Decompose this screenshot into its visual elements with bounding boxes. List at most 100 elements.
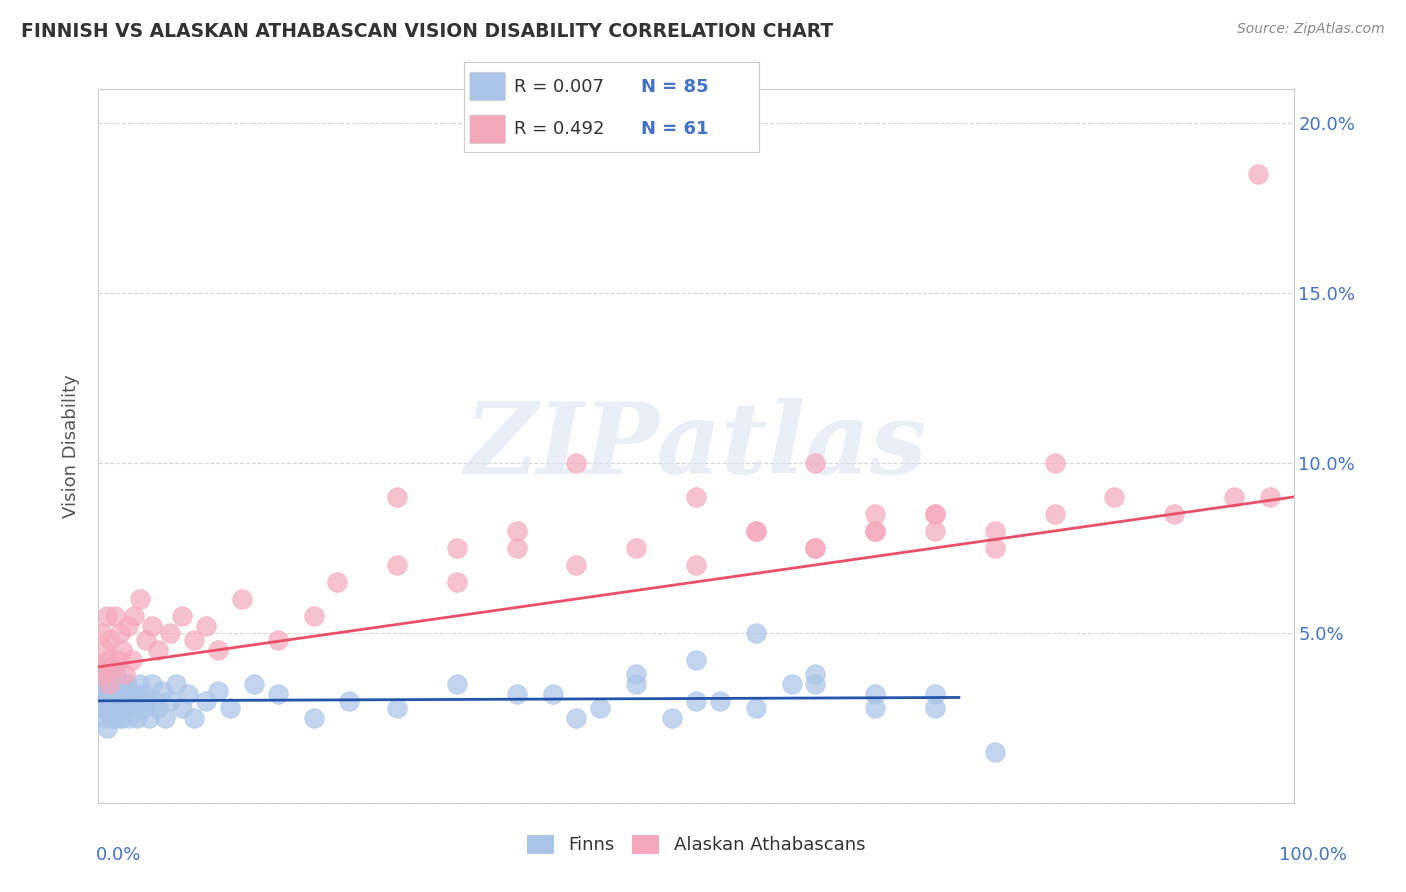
- Point: [745, 524, 768, 538]
- Point: [565, 711, 588, 725]
- Point: [924, 507, 946, 521]
- Point: [101, 660, 124, 674]
- Point: [94, 677, 117, 691]
- Point: [541, 687, 564, 701]
- Point: [94, 660, 117, 674]
- Point: [97, 700, 120, 714]
- Point: [1247, 167, 1270, 181]
- Point: [150, 683, 173, 698]
- Point: [183, 711, 205, 725]
- Point: [120, 694, 142, 708]
- Point: [446, 677, 468, 691]
- Point: [107, 653, 129, 667]
- Text: R = 0.492: R = 0.492: [515, 120, 605, 138]
- Point: [115, 677, 138, 691]
- Point: [326, 574, 349, 589]
- Point: [685, 490, 707, 504]
- Point: [183, 632, 205, 647]
- Point: [302, 608, 325, 623]
- Point: [446, 541, 468, 555]
- Point: [148, 643, 170, 657]
- Point: [125, 711, 148, 725]
- Point: [780, 677, 803, 691]
- Point: [243, 677, 266, 691]
- Point: [1104, 490, 1126, 504]
- Y-axis label: Vision Disability: Vision Disability: [62, 374, 80, 518]
- Point: [93, 711, 115, 725]
- Point: [685, 694, 707, 708]
- Point: [984, 524, 1007, 538]
- Point: [108, 711, 131, 725]
- Point: [90, 660, 112, 674]
- Point: [865, 687, 887, 701]
- Point: [118, 711, 141, 725]
- Point: [924, 687, 946, 701]
- Point: [865, 700, 887, 714]
- Point: [1043, 456, 1066, 470]
- Point: [98, 707, 121, 722]
- Point: [110, 694, 132, 708]
- Point: [804, 541, 827, 555]
- Point: [709, 694, 731, 708]
- Point: [93, 687, 115, 701]
- Point: [100, 687, 122, 701]
- FancyBboxPatch shape: [470, 115, 505, 144]
- Point: [108, 626, 131, 640]
- Point: [195, 694, 218, 708]
- Point: [111, 711, 134, 725]
- Point: [128, 694, 150, 708]
- Point: [129, 591, 152, 606]
- Point: [207, 643, 229, 657]
- Point: [745, 626, 768, 640]
- Point: [138, 711, 160, 725]
- Point: [117, 619, 139, 633]
- Point: [865, 507, 887, 521]
- Point: [565, 456, 588, 470]
- Legend: Finns, Alaskan Athabascans: Finns, Alaskan Athabascans: [519, 828, 873, 862]
- Point: [589, 700, 612, 714]
- Point: [924, 507, 946, 521]
- Text: FINNISH VS ALASKAN ATHABASCAN VISION DISABILITY CORRELATION CHART: FINNISH VS ALASKAN ATHABASCAN VISION DIS…: [21, 22, 834, 41]
- Point: [865, 524, 887, 538]
- Point: [104, 608, 127, 623]
- Point: [195, 619, 218, 633]
- Point: [101, 700, 124, 714]
- Text: N = 61: N = 61: [641, 120, 709, 138]
- Point: [98, 677, 121, 691]
- Point: [339, 694, 361, 708]
- Point: [685, 558, 707, 572]
- Point: [1043, 507, 1066, 521]
- Point: [159, 626, 181, 640]
- Text: R = 0.007: R = 0.007: [515, 78, 605, 95]
- Point: [172, 700, 194, 714]
- Point: [91, 666, 114, 681]
- Point: [117, 683, 139, 698]
- Point: [804, 456, 827, 470]
- Point: [685, 653, 707, 667]
- Point: [159, 694, 181, 708]
- Point: [105, 687, 128, 701]
- Point: [745, 700, 768, 714]
- Point: [96, 694, 118, 708]
- Point: [115, 700, 138, 714]
- Point: [172, 608, 194, 623]
- Point: [135, 694, 157, 708]
- Point: [804, 677, 827, 691]
- Point: [143, 694, 166, 708]
- Point: [267, 632, 290, 647]
- Point: [94, 643, 117, 657]
- Point: [141, 619, 163, 633]
- Point: [1223, 490, 1246, 504]
- Point: [131, 700, 153, 714]
- Point: [111, 683, 134, 698]
- Point: [302, 711, 325, 725]
- Point: [446, 574, 468, 589]
- Point: [98, 683, 121, 698]
- Point: [865, 524, 887, 538]
- Point: [101, 677, 124, 691]
- Point: [626, 541, 648, 555]
- Point: [104, 711, 127, 725]
- Point: [98, 694, 122, 708]
- Point: [385, 490, 409, 504]
- Point: [111, 643, 134, 657]
